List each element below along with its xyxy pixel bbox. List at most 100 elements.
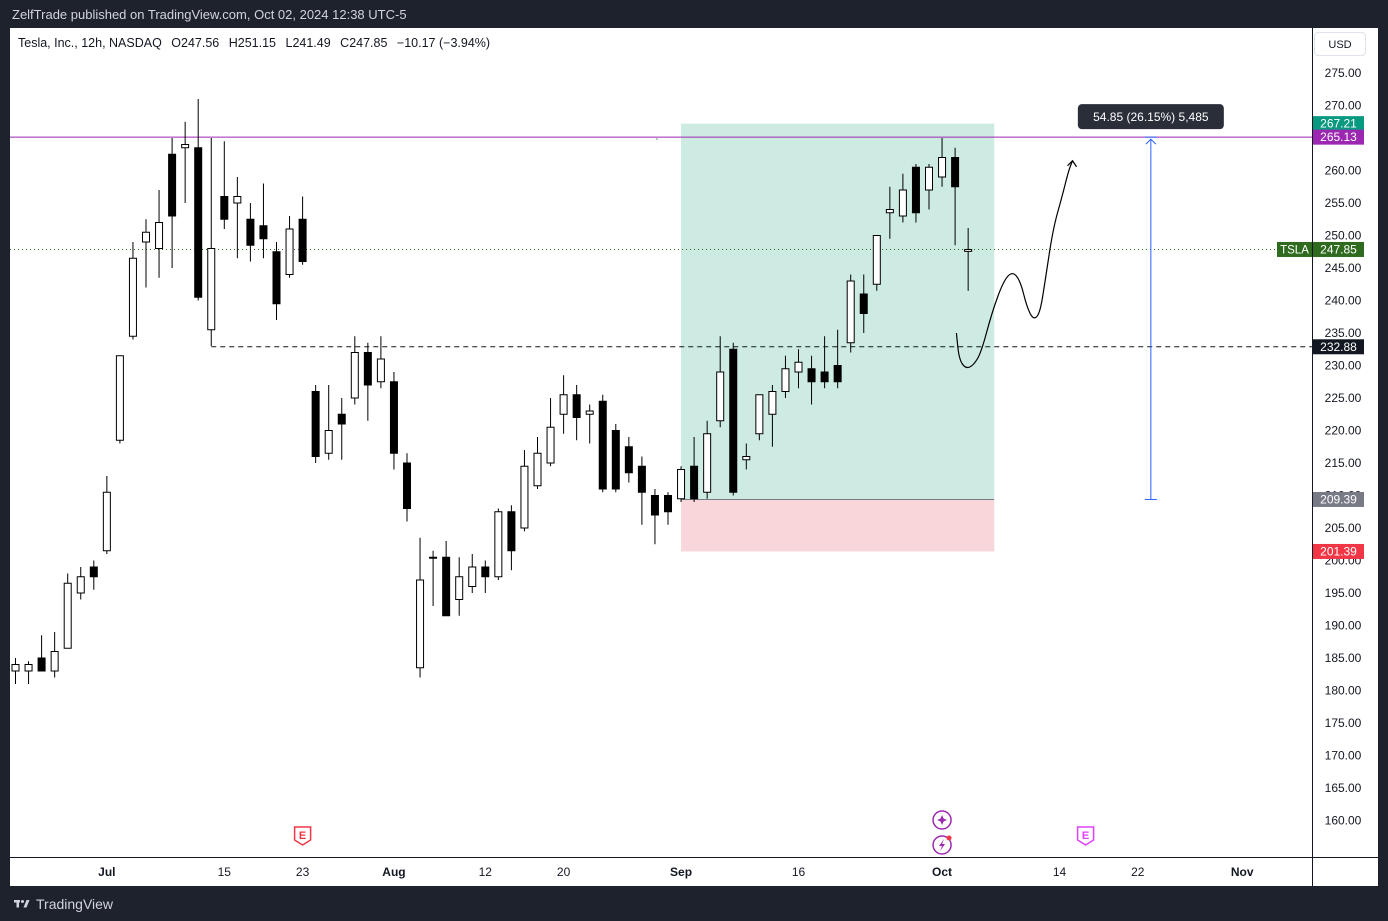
- candle-body-up: [846, 280, 855, 344]
- candle-body-up: [350, 352, 359, 399]
- price-tick-label: 275.00: [1325, 66, 1362, 80]
- candle: [898, 173, 907, 223]
- price-badge-bg: [1313, 241, 1364, 257]
- tradingview-logo-icon: [14, 900, 30, 908]
- sparkle-icon: [937, 815, 948, 825]
- candle-body-up: [716, 371, 725, 422]
- candle-body-down: [246, 218, 255, 246]
- price-badge-label: 267.21: [1320, 117, 1357, 131]
- price-tick-label: 180.00: [1325, 684, 1362, 698]
- price-tick-label: 225.00: [1325, 391, 1362, 405]
- candle: [429, 550, 438, 606]
- candle: [885, 186, 894, 239]
- candle-body-up: [520, 465, 529, 529]
- price-tick-label: 245.00: [1325, 261, 1362, 275]
- candle-body-down: [859, 293, 868, 314]
- candle: [677, 466, 686, 502]
- candle: [37, 635, 46, 672]
- time-tick-label: 15: [218, 865, 232, 879]
- candle: [846, 274, 855, 353]
- candle: [285, 216, 294, 278]
- candle: [168, 138, 177, 268]
- candle-body-up: [781, 368, 790, 392]
- ohlc-high: H251.15: [228, 36, 277, 50]
- candle: [938, 138, 947, 187]
- candle: [755, 394, 764, 441]
- candle-body-down: [194, 147, 203, 298]
- candle: [220, 141, 229, 229]
- chart-frame[interactable]: Tesla, Inc., 12h, NASDAQ O247.56 H251.15…: [10, 28, 1378, 886]
- candle: [181, 121, 190, 203]
- candle: [442, 541, 451, 617]
- candle: [76, 567, 85, 600]
- time-tick-label: Nov: [1231, 865, 1254, 879]
- candle-body-down: [259, 225, 268, 240]
- price-tick-label: 230.00: [1325, 359, 1362, 373]
- candle-body-down: [807, 368, 816, 383]
- candle-body-up: [585, 410, 594, 415]
- candle-body-down: [272, 251, 281, 305]
- candle-body-up: [755, 394, 764, 435]
- time-tick-label: 12: [479, 865, 493, 879]
- candle: [925, 164, 933, 210]
- currency-button[interactable]: USD: [1314, 32, 1366, 56]
- earnings-marker-icon: [1076, 826, 1095, 846]
- price-badge-label: 209.39: [1320, 492, 1357, 506]
- price-badge-label: 201.39: [1320, 544, 1357, 558]
- candle: [872, 235, 881, 291]
- candle: [911, 164, 920, 223]
- candle-body-down: [168, 153, 177, 217]
- symbol-header: Tesla, Inc., 12h, NASDAQ O247.56 H251.15…: [18, 36, 496, 50]
- price-chart[interactable]: 54.85 (26.15%) 5,485 E E 160.00 165.00 170.00…: [10, 28, 1378, 886]
- candle: [494, 508, 503, 580]
- alert-dot-icon: [946, 835, 952, 841]
- price-tick-label: 270.00: [1325, 99, 1362, 113]
- candle: [89, 560, 98, 590]
- candle-body-down: [951, 157, 960, 188]
- candle: [520, 450, 529, 532]
- candle: [585, 404, 594, 444]
- price-tick-label: 165.00: [1325, 781, 1362, 795]
- publisher-text: ZelfTrade published on TradingView.com, …: [12, 7, 407, 22]
- symbol-tag-bg: [1277, 241, 1312, 257]
- candle-body-up: [76, 576, 85, 594]
- candle: [859, 274, 868, 333]
- time-tick-label: 20: [557, 865, 571, 879]
- candle: [703, 420, 712, 499]
- candle-body-down: [650, 495, 659, 516]
- ohlc-change: −10.17 (−3.94%): [396, 36, 491, 50]
- candle: [650, 489, 659, 545]
- brand[interactable]: TradingView: [14, 896, 113, 912]
- candle: [964, 228, 973, 291]
- candle-body-down: [637, 465, 646, 493]
- stray-dot: [656, 138, 658, 140]
- price-tick-label: 190.00: [1325, 619, 1362, 633]
- time-tick-label: Oct: [932, 865, 952, 879]
- candle: [572, 385, 581, 441]
- candle-body-up: [376, 358, 385, 383]
- candle-body-down: [89, 566, 98, 578]
- price-tick-label: 160.00: [1325, 814, 1362, 828]
- candle-body-up: [455, 576, 464, 600]
- candle: [155, 190, 164, 278]
- candle-body-up: [142, 231, 150, 243]
- earnings-marker-letter: E: [1082, 830, 1089, 842]
- candle-body-up: [964, 248, 973, 252]
- publisher-bar: ZelfTrade published on TradingView.com, …: [0, 0, 1388, 28]
- candle: [546, 398, 555, 467]
- time-tick-label: 23: [296, 865, 310, 879]
- price-badge-label: 265.13: [1320, 130, 1357, 144]
- candle: [781, 355, 790, 398]
- candle: [50, 632, 59, 678]
- candle-body-down: [611, 430, 620, 490]
- candle-body-up: [677, 469, 686, 500]
- candle: [24, 661, 33, 684]
- candle-body-up: [128, 257, 137, 337]
- candle-body-up: [429, 556, 438, 559]
- measure-label: 54.85 (26.15%) 5,485: [1093, 110, 1209, 124]
- candle: [337, 398, 346, 460]
- measure-label-bg: [1077, 104, 1224, 130]
- candle-body-down: [690, 465, 699, 500]
- candle-body-down: [389, 381, 398, 454]
- projection-arrowhead: [1067, 159, 1078, 168]
